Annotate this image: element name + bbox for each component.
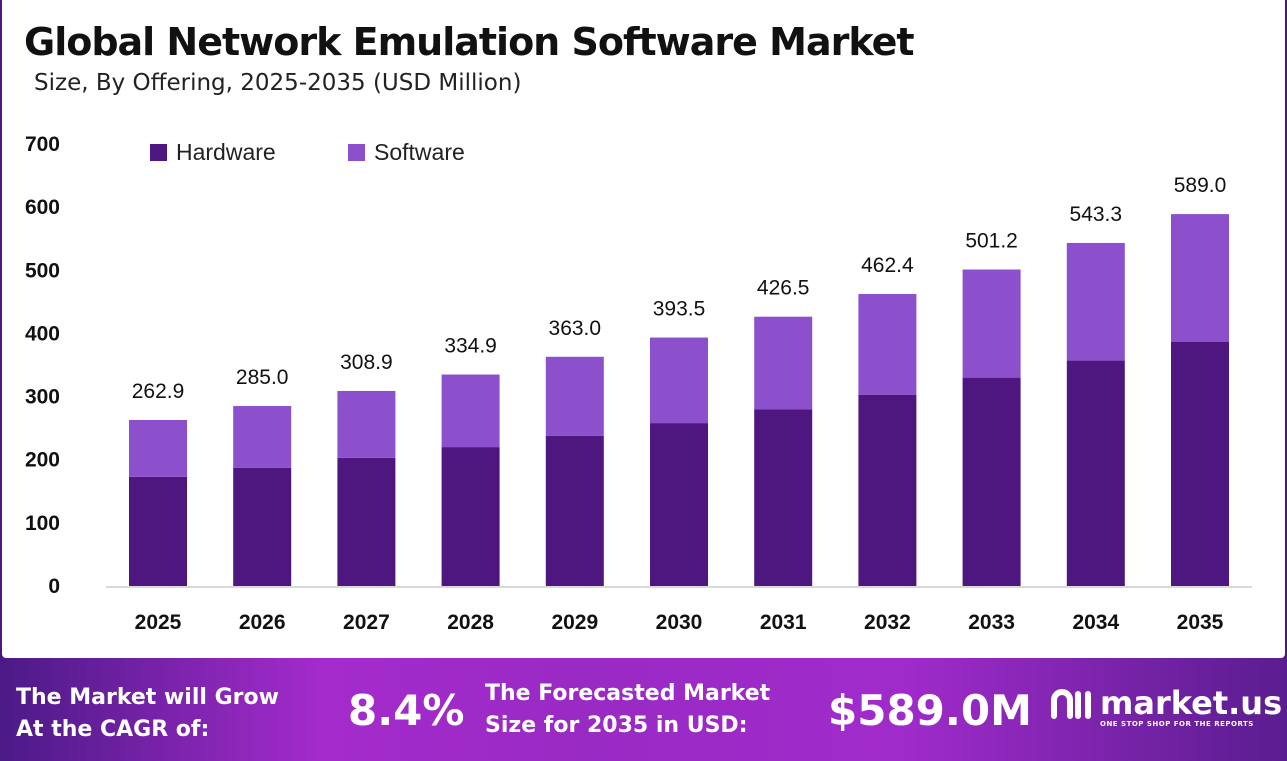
- bar-hardware-2027: [337, 457, 396, 586]
- bar-hardware-2034: [1066, 360, 1125, 586]
- forecast-label-line-2: Size for 2035 in USD:: [485, 713, 748, 738]
- data-label-total: 334.9: [444, 335, 497, 358]
- bar-hardware-2026: [233, 467, 292, 586]
- data-label-total: 426.5: [757, 277, 810, 300]
- data-label-total: 308.9: [340, 351, 393, 374]
- bar-software-2035: [1171, 214, 1229, 342]
- bar-software-2034: [1066, 242, 1125, 361]
- bar-hardware-2031: [754, 409, 813, 586]
- data-label-total: 462.4: [861, 254, 914, 277]
- cagr-value: 8.4%: [348, 686, 465, 735]
- bar-hardware-2033: [962, 377, 1021, 586]
- bar-chart: 0 100 200 300 400 500 600 700 262.9 2025 285.0 2026…: [25, 133, 1252, 634]
- bar-hardware-2028: [441, 447, 500, 586]
- data-label-total: 393.5: [653, 298, 706, 321]
- legend-label-hardware: Hardware: [176, 139, 276, 165]
- legend-label-software: Software: [374, 139, 465, 165]
- x-tick-label: 2032: [864, 611, 911, 634]
- x-tick-label: 2028: [447, 611, 494, 634]
- data-label-total: 543.3: [1070, 203, 1123, 226]
- cagr-label: The Market will Grow At the CAGR of:: [16, 682, 279, 746]
- y-tick-label: 200: [25, 449, 60, 472]
- y-tick-label: 0: [48, 575, 60, 598]
- bar-hardware-2029: [545, 435, 604, 586]
- x-tick-label: 2034: [1072, 611, 1119, 634]
- x-tick-label: 2029: [551, 611, 598, 634]
- logo-tagline: ONE STOP SHOP FOR THE REPORTS: [1100, 720, 1254, 728]
- forecast-value: $589.0M: [828, 686, 1032, 735]
- y-tick-label: 600: [25, 196, 60, 219]
- bar-hardware-2025: [129, 476, 187, 586]
- cagr-label-line-2: At the CAGR of:: [16, 717, 210, 742]
- bar-software-2029: [545, 356, 604, 436]
- x-tick-label: 2027: [343, 611, 390, 634]
- market-us-logo: market.us ONE STOP SHOP FOR THE REPORTS: [1050, 684, 1282, 730]
- data-label-total: 285.0: [236, 366, 289, 389]
- data-label-total: 363.0: [549, 317, 602, 340]
- data-label-total: 262.9: [132, 380, 185, 403]
- footer-banner: The Market will Grow At the CAGR of: 8.4…: [0, 658, 1287, 761]
- chart-card: Global Network Emulation Software Market…: [2, 0, 1285, 658]
- bar-software-2027: [337, 390, 396, 458]
- cagr-label-line-1: The Market will Grow: [16, 685, 279, 710]
- bar-software-2028: [441, 374, 500, 448]
- logo-icon: [1051, 689, 1091, 719]
- bar-software-2025: [129, 419, 187, 477]
- legend-swatch-hardware: [150, 144, 167, 161]
- x-tick-label: 2031: [760, 611, 807, 634]
- bar-software-2031: [754, 316, 813, 410]
- data-label-total: 589.0: [1174, 174, 1227, 197]
- legend-swatch-software: [348, 144, 365, 161]
- bar-software-2026: [233, 406, 292, 468]
- y-tick-label: 300: [25, 386, 60, 409]
- y-tick-label: 500: [25, 259, 60, 282]
- x-tick-label: 2035: [1177, 611, 1224, 634]
- bar-hardware-2030: [650, 423, 708, 586]
- logo-name: market.us: [1100, 684, 1283, 722]
- bar-software-2033: [962, 269, 1021, 378]
- bar-software-2030: [650, 337, 708, 424]
- y-tick-label: 700: [25, 133, 60, 156]
- y-tick-label: 100: [25, 512, 60, 535]
- forecast-label: The Forecasted Market Size for 2035 in U…: [485, 678, 770, 742]
- x-tick-label: 2033: [968, 611, 1015, 634]
- chart-subtitle: Size, By Offering, 2025-2035 (USD Millio…: [34, 70, 522, 96]
- forecast-label-line-1: The Forecasted Market: [485, 681, 771, 706]
- data-label-total: 501.2: [965, 230, 1018, 253]
- chart-title: Global Network Emulation Software Market: [24, 20, 915, 64]
- x-tick-label: 2026: [239, 611, 286, 634]
- x-tick-label: 2030: [656, 611, 703, 634]
- bar-software-2032: [858, 294, 917, 395]
- bar-hardware-2035: [1171, 341, 1229, 586]
- bar-hardware-2032: [858, 394, 917, 586]
- x-tick-label: 2025: [135, 611, 182, 634]
- y-tick-label: 400: [25, 322, 60, 345]
